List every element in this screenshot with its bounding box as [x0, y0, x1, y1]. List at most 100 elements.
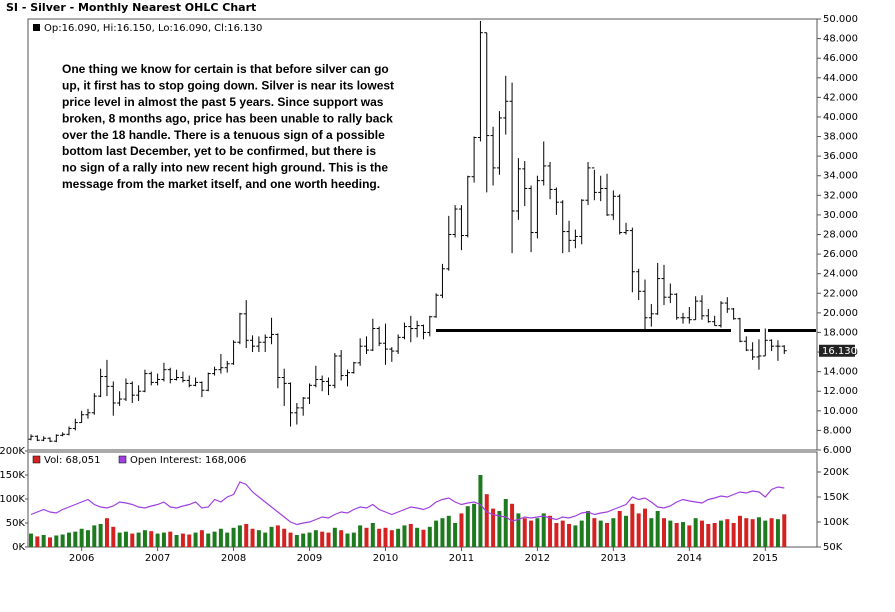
- legend-swatch: [33, 24, 40, 31]
- volume-bar: [756, 517, 761, 547]
- volume-bar: [225, 532, 230, 547]
- volume-bar: [579, 520, 584, 547]
- x-tick-label: 2013: [601, 553, 626, 564]
- volume-bar: [421, 529, 426, 547]
- annotation: over the 18 handle. There is a tenuous s…: [62, 128, 385, 142]
- price-panel: [27, 18, 818, 451]
- volume-bar: [85, 530, 90, 547]
- volume-tick-label: 100K: [0, 494, 25, 505]
- volume-bar: [668, 520, 673, 547]
- y-tick-label: 12.000: [823, 386, 858, 397]
- volume-bar: [516, 513, 521, 547]
- volume-bar: [199, 530, 204, 547]
- y-tick-label: 30.000: [823, 210, 858, 221]
- volume-bar: [326, 532, 331, 547]
- oi-tick-label: 100K: [823, 517, 849, 528]
- volume-bar: [370, 523, 375, 547]
- x-tick-label: 2015: [753, 553, 778, 564]
- volume-bar: [275, 525, 280, 547]
- annotation: no sign of a rally into new recent high …: [62, 161, 388, 175]
- y-tick-label: 10.000: [823, 406, 858, 417]
- volume-bar: [256, 530, 261, 547]
- volume-bar: [402, 525, 407, 547]
- volume-bar: [611, 518, 616, 547]
- volume-bar: [624, 515, 629, 547]
- volume-bar: [750, 519, 755, 547]
- volume-bar: [503, 499, 508, 547]
- y-tick-label: 36.000: [823, 151, 858, 162]
- x-tick-label: 2010: [373, 553, 398, 564]
- volume-bar: [168, 531, 173, 547]
- volume-bar: [237, 525, 242, 547]
- volume-bar: [111, 526, 116, 547]
- volume-bar: [345, 533, 350, 547]
- volume-bar: [332, 527, 337, 547]
- last-price-label: 16.130: [822, 346, 857, 357]
- volume-bar: [351, 532, 356, 547]
- volume-bar: [598, 520, 603, 547]
- volume-bar: [193, 532, 198, 547]
- volume-bar: [655, 511, 660, 547]
- volume-bar: [453, 523, 458, 547]
- volume-bar: [79, 528, 84, 547]
- y-tick-label: 40.000: [823, 112, 858, 123]
- volume-bar: [180, 533, 185, 547]
- volume-bar: [718, 520, 723, 547]
- volume-bar: [218, 528, 223, 547]
- volume-bar: [617, 511, 622, 547]
- volume-bar: [142, 530, 147, 547]
- oi-tick-label: 50K: [823, 542, 843, 553]
- volume-tick-label: 0K: [12, 542, 25, 553]
- volume-bar: [737, 515, 742, 547]
- last-price-box: [819, 344, 855, 357]
- volume-bar: [104, 518, 109, 547]
- volume-bar: [161, 532, 166, 547]
- x-tick-label: 2011: [449, 553, 474, 564]
- volume-bar: [117, 532, 122, 547]
- volume-bar: [313, 530, 318, 547]
- volume-bar: [693, 518, 698, 547]
- volume-legend-swatch: [32, 455, 41, 464]
- volume-bar: [155, 533, 160, 547]
- y-tick-label: 24.000: [823, 269, 858, 280]
- x-tick-label: 2012: [525, 553, 550, 564]
- volume-bar: [680, 522, 685, 547]
- volume-bar: [244, 523, 249, 547]
- volume-bar: [541, 513, 546, 547]
- volume-bar: [497, 511, 502, 547]
- volume-bar: [699, 520, 704, 547]
- volume-bar: [269, 526, 274, 547]
- volume-bar: [130, 533, 135, 547]
- oi-legend: Open Interest: 168,006: [130, 455, 246, 466]
- volume-bar: [605, 523, 610, 547]
- volume-bar: [465, 506, 470, 547]
- volume-bar: [535, 518, 540, 547]
- volume-bar: [98, 523, 103, 547]
- x-tick-label: 2008: [221, 553, 246, 564]
- y-tick-label: 50.000: [823, 14, 858, 25]
- volume-bar: [769, 518, 774, 547]
- volume-bar: [440, 518, 445, 547]
- annotation: bottom last December, yet to be confirme…: [62, 144, 376, 158]
- volume-bar: [434, 520, 439, 547]
- volume-bar: [484, 494, 489, 547]
- volume-bar: [567, 523, 572, 547]
- volume-bar: [472, 503, 477, 547]
- volume-bar: [674, 523, 679, 547]
- oi-line: [30, 481, 785, 526]
- volume-bar: [529, 520, 534, 547]
- volume-bar: [649, 518, 654, 547]
- x-tick-label: 2014: [677, 553, 702, 564]
- volume-bar: [263, 532, 268, 547]
- volume-bar: [288, 532, 293, 547]
- volume-bar: [775, 519, 780, 547]
- volume-bar: [231, 527, 236, 547]
- volume-bar: [427, 526, 432, 547]
- volume-bar: [630, 503, 635, 547]
- volume-bar: [636, 513, 641, 547]
- annotation: broken, 8 months ago, price has been una…: [62, 111, 393, 125]
- volume-bar: [187, 534, 192, 547]
- volume-bar: [35, 536, 40, 547]
- volume-bar: [364, 527, 369, 547]
- y-tick-label: 20.000: [823, 308, 858, 319]
